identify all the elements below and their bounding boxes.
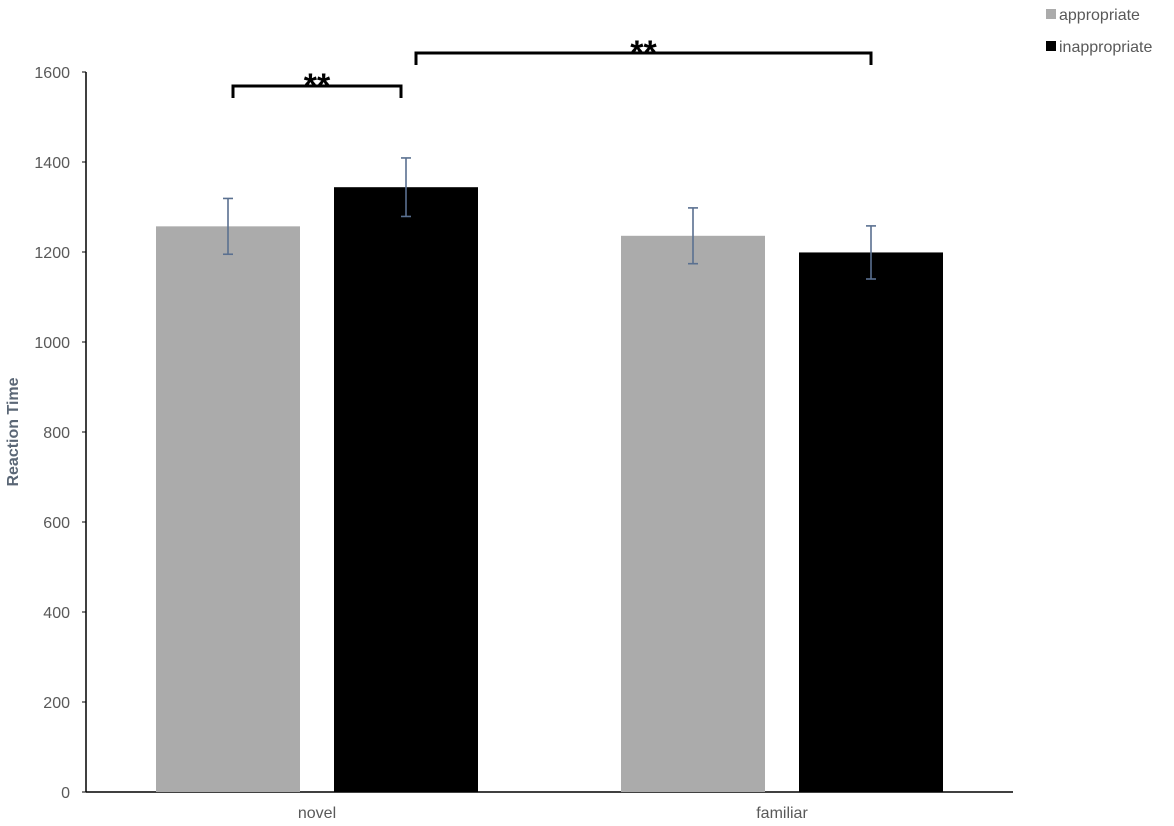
y-tick-label: 200 <box>43 695 70 712</box>
significance-annotations: ** ** <box>231 34 873 105</box>
bar-familiar-appropriate <box>621 235 765 793</box>
legend-label-inappropriate: inappropriate <box>1059 39 1153 56</box>
x-tick-label: familiar <box>756 805 808 821</box>
y-tick-label: 600 <box>43 515 70 532</box>
significance-label: ** <box>304 67 331 105</box>
y-tick-label: 1000 <box>34 335 70 352</box>
y-tick-label: 400 <box>43 605 70 622</box>
x-tick-label: novel <box>298 805 336 821</box>
bar-novel-inappropriate <box>334 187 478 792</box>
bars <box>156 187 943 793</box>
y-tick-label: 800 <box>43 425 70 442</box>
legend-swatch-inappropriate <box>1046 41 1056 51</box>
significance-label: ** <box>630 34 657 72</box>
bar-familiar-inappropriate <box>799 252 943 792</box>
y-tick-label: 0 <box>61 785 70 802</box>
error-bars <box>223 157 876 280</box>
significance-bracket <box>231 84 403 98</box>
y-tick-label: 1600 <box>34 65 70 82</box>
legend-swatch-appropriate <box>1046 9 1056 19</box>
y-tick-label: 1200 <box>34 245 70 262</box>
y-axis-label: Reaction Time <box>5 377 22 486</box>
bar-novel-appropriate <box>156 226 300 793</box>
legend-label-appropriate: appropriate <box>1059 7 1140 24</box>
legend: appropriate inappropriate <box>1046 7 1153 56</box>
significance-bracket <box>414 51 873 65</box>
y-tick-label: 1400 <box>34 155 70 172</box>
